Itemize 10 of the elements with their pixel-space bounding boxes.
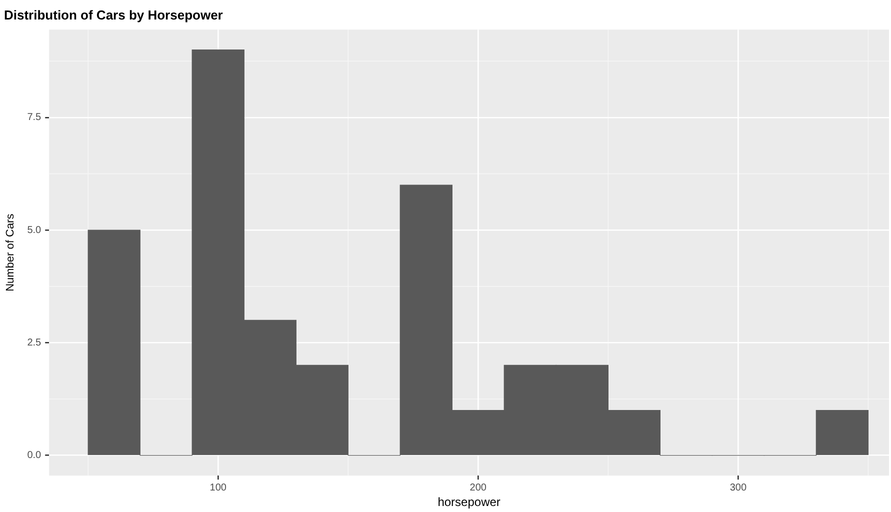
chart-title: Distribution of Cars by Horsepower <box>4 7 223 22</box>
y-tick-label: 2.5 <box>27 337 42 348</box>
y-tick-label: 0.0 <box>27 450 42 462</box>
y-tick-label: 5.0 <box>27 224 42 236</box>
x-tick-label: 100 <box>210 482 227 494</box>
x-tick-label: 200 <box>470 482 487 494</box>
x-tick-label: 300 <box>730 482 747 494</box>
y-axis-title: Number of Cars <box>4 213 17 292</box>
y-tick-label: 7.5 <box>27 112 42 124</box>
x-axis-title: horsepower <box>438 495 500 510</box>
